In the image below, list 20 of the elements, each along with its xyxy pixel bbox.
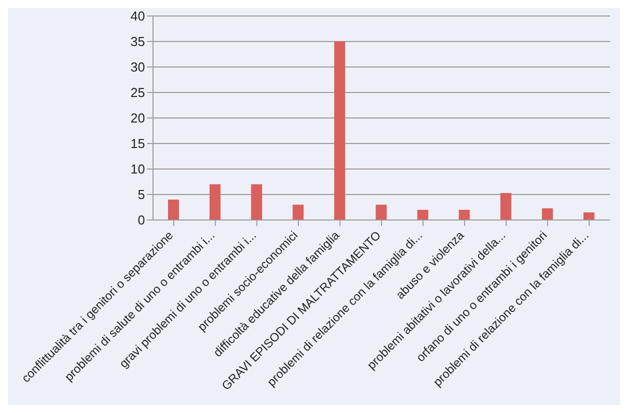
bar — [376, 204, 387, 220]
y-tick-label: 0 — [138, 212, 145, 228]
y-tick-label: 35 — [130, 34, 145, 50]
bar — [500, 192, 512, 220]
bar — [251, 184, 262, 220]
y-tick-label: 15 — [130, 136, 145, 152]
y-tick-label: 5 — [138, 187, 145, 202]
bar — [542, 208, 553, 220]
bar — [583, 212, 594, 220]
bar — [458, 210, 470, 220]
bar — [292, 204, 304, 220]
y-tick-label: 10 — [130, 162, 145, 177]
y-tick-label: 20 — [130, 110, 145, 126]
y-tick-label: 25 — [130, 85, 145, 100]
bar — [168, 200, 179, 220]
y-tick-label: 40 — [130, 8, 145, 24]
y-tick-label: 30 — [130, 60, 145, 75]
bar — [417, 210, 428, 220]
bar — [334, 42, 346, 220]
bar — [210, 184, 221, 220]
